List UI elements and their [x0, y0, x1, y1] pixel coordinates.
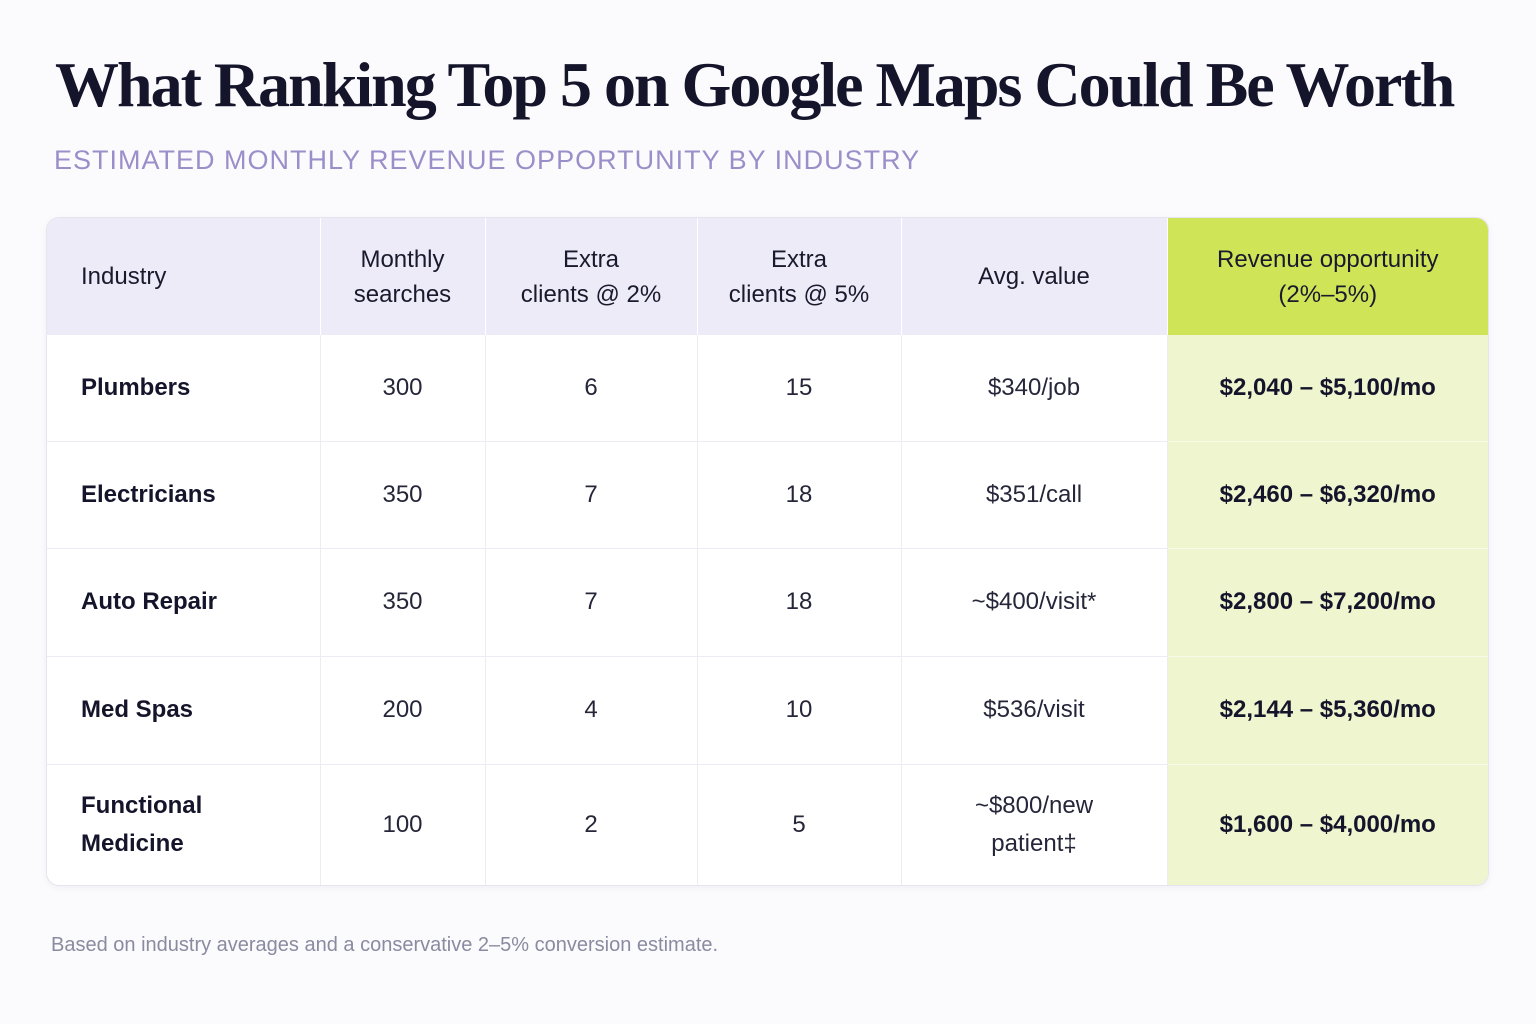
- cell-revenue-opportunity: $2,040 – $5,100/mo: [1167, 335, 1488, 441]
- cell-revenue-opportunity: $2,460 – $6,320/mo: [1167, 440, 1488, 548]
- cell-monthly-searches: 350: [320, 547, 486, 656]
- cell-extra-clients-5: 18: [697, 547, 902, 656]
- cell-monthly-searches: 300: [320, 335, 486, 441]
- table-row: Functional Medicine 100 2 5 ~$800/new pa…: [47, 763, 1488, 885]
- table-row: Auto Repair 350 7 18 ~$400/visit* $2,800…: [47, 547, 1488, 656]
- table-row: Electricians 350 7 18 $351/call $2,460 –…: [47, 440, 1488, 548]
- footnote: Based on industry averages and a conserv…: [51, 934, 719, 956]
- revenue-table: Industry Monthly searches Extra clients …: [47, 218, 1488, 885]
- cell-revenue-opportunity: $2,800 – $7,200/mo: [1167, 547, 1488, 656]
- cell-extra-clients-2: 7: [485, 440, 698, 548]
- cell-extra-clients-5: 15: [697, 335, 902, 441]
- column-header-extra-clients-5: Extra clients @ 5%: [697, 218, 902, 335]
- cell-extra-clients-5: 18: [697, 440, 902, 548]
- cell-monthly-searches: 100: [320, 763, 486, 885]
- column-header-monthly-searches: Monthly searches: [320, 218, 486, 335]
- column-header-extra-clients-2: Extra clients @ 2%: [485, 218, 698, 335]
- cell-extra-clients-2: 7: [485, 547, 698, 656]
- table-row: Med Spas 200 4 10 $536/visit $2,144 – $5…: [47, 655, 1488, 764]
- cell-extra-clients-2: 2: [485, 763, 698, 885]
- column-header-industry: Industry: [47, 218, 321, 335]
- cell-industry: Med Spas: [47, 655, 321, 764]
- cell-extra-clients-5: 10: [697, 655, 902, 764]
- revenue-table-container: Industry Monthly searches Extra clients …: [47, 218, 1488, 885]
- cell-avg-value: $536/visit: [901, 655, 1168, 764]
- column-header-avg-value: Avg. value: [901, 218, 1168, 335]
- page-subtitle: ESTIMATED MONTHLY REVENUE OPPORTUNITY BY…: [54, 145, 921, 175]
- cell-avg-value: $351/call: [901, 440, 1168, 548]
- cell-industry: Functional Medicine: [47, 763, 321, 885]
- cell-extra-clients-2: 4: [485, 655, 698, 764]
- cell-industry: Electricians: [47, 440, 321, 548]
- column-header-revenue-opportunity: Revenue opportunity (2%–5%): [1167, 218, 1488, 335]
- cell-revenue-opportunity: $2,144 – $5,360/mo: [1167, 655, 1488, 764]
- cell-extra-clients-2: 6: [485, 335, 698, 441]
- cell-monthly-searches: 350: [320, 440, 486, 548]
- cell-monthly-searches: 200: [320, 655, 486, 764]
- table-header-row: Industry Monthly searches Extra clients …: [47, 218, 1488, 335]
- page-title: What Ranking Top 5 on Google Maps Could …: [55, 49, 1455, 120]
- cell-industry: Auto Repair: [47, 547, 321, 656]
- cell-industry: Plumbers: [47, 335, 321, 441]
- cell-avg-value: $340/job: [901, 335, 1168, 441]
- cell-avg-value: ~$400/visit*: [901, 547, 1168, 656]
- cell-revenue-opportunity: $1,600 – $4,000/mo: [1167, 763, 1488, 885]
- cell-extra-clients-5: 5: [697, 763, 902, 885]
- table-row: Plumbers 300 6 15 $340/job $2,040 – $5,1…: [47, 335, 1488, 441]
- cell-avg-value: ~$800/new patient‡: [901, 763, 1168, 885]
